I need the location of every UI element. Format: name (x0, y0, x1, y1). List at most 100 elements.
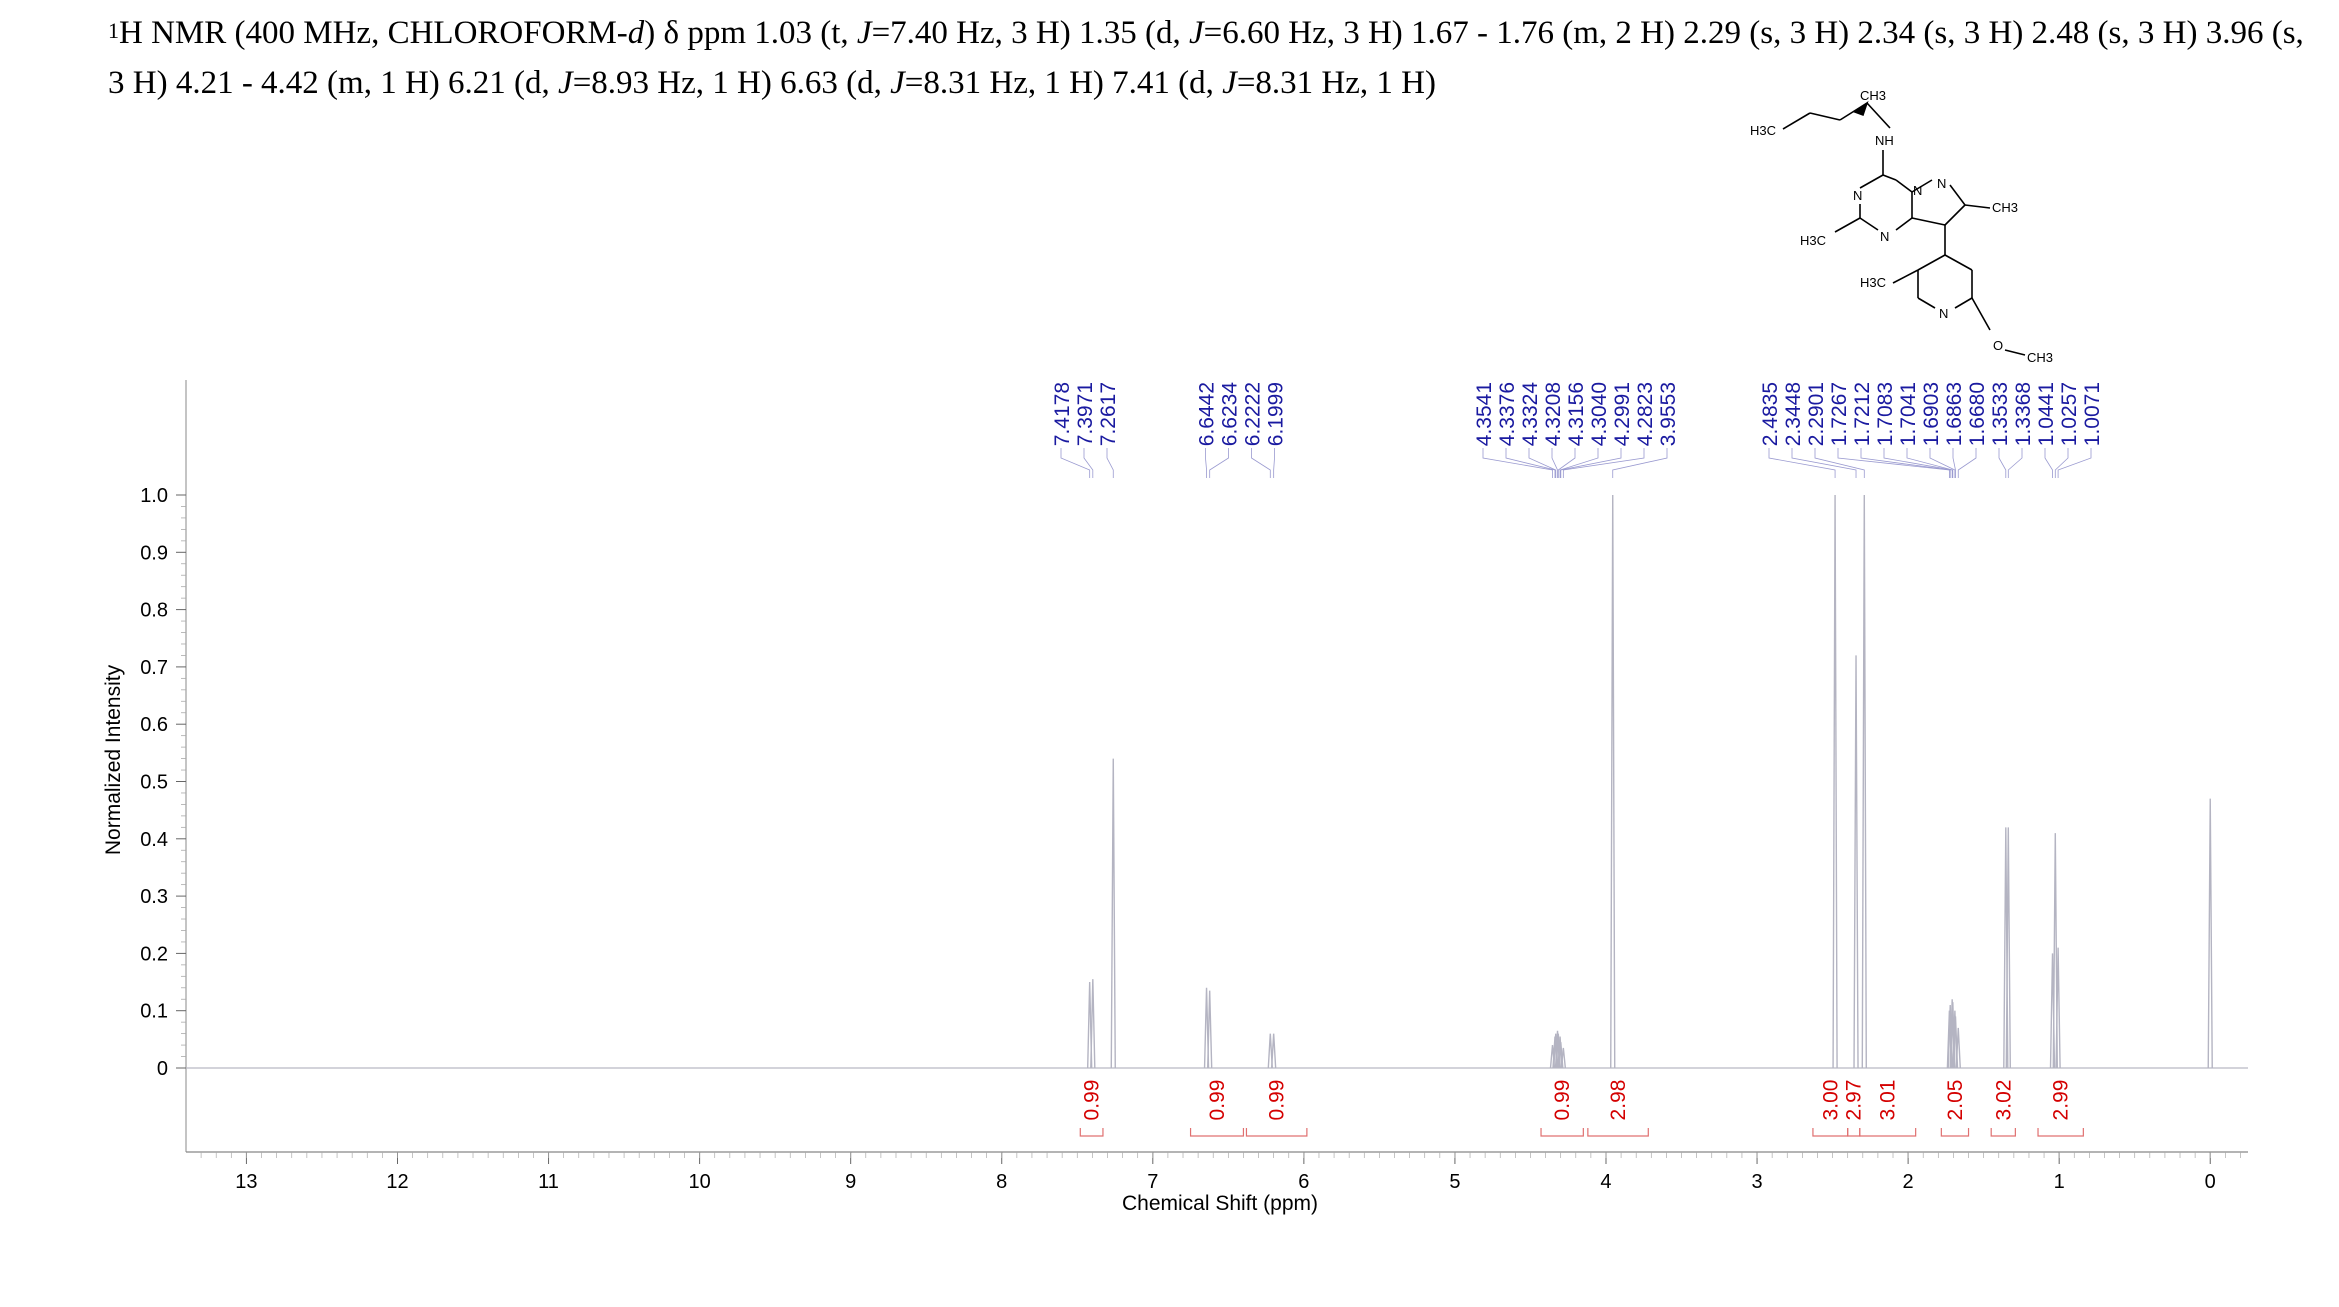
peak-label-leader (1505, 448, 1556, 478)
x-tick-label: 6 (1298, 1171, 1309, 1193)
spectrum-peak (2055, 947, 2061, 1069)
peak-label-leader (1883, 448, 1953, 478)
structure-label-h3c-pyridine: H3C (1860, 275, 1886, 290)
spectrum-peak (2052, 833, 2058, 1069)
header-text-segment: =7.40 Hz, 3 H) 1.35 (d, (871, 15, 1189, 51)
peak-label: 1.0257 (2058, 382, 2081, 446)
peak-label: 4.3156 (1565, 382, 1588, 446)
peak-label: 1.3533 (1989, 382, 2012, 446)
spectrum-plot (186, 494, 2248, 1069)
structure-label-h3c-chain: H3C (1750, 123, 1776, 138)
peak-label-leader (1251, 448, 1271, 478)
x-tick-label: 9 (845, 1171, 856, 1193)
x-tick-label: 4 (1600, 1171, 1611, 1193)
peak-label: 6.6234 (1219, 382, 1242, 447)
header-text-segment: J (558, 65, 573, 101)
integral-value: 2.99 (2050, 1080, 2073, 1121)
x-tick-label: 1 (2054, 1171, 2065, 1193)
structure-label-n2: N (1880, 229, 1889, 244)
peak-label: 4.3040 (1588, 382, 1611, 446)
peak-label-leader (2044, 448, 2053, 478)
spectrum-peak (1610, 494, 1616, 1069)
peak-label-leader (1814, 448, 1865, 478)
y-tick-label: 0 (157, 1058, 168, 1080)
y-tick-label: 0.2 (140, 943, 168, 965)
spectrum-peak (2207, 798, 2213, 1069)
x-tick-label: 2 (1903, 1171, 1914, 1193)
peak-label-leader (1612, 448, 1668, 478)
peak-label: 6.6442 (1196, 382, 1219, 446)
integral-bracket (1940, 1128, 1970, 1137)
header-superscript: 1 (108, 18, 119, 43)
peak-label: 1.0071 (2081, 382, 2104, 446)
peak-label-leader (2007, 448, 2023, 478)
header-text-segment: J (1222, 65, 1237, 101)
peak-label: 6.2222 (1242, 382, 1265, 446)
peak-label-leader (1528, 448, 1557, 478)
peak-label: 1.6680 (1966, 382, 1989, 446)
x-tick-label: 10 (688, 1171, 710, 1193)
peak-label-leader (1952, 448, 1956, 478)
header-text-segment: H NMR (400 MHz, CHLOROFORM- (119, 15, 628, 51)
peak-label-leader (1560, 448, 1622, 478)
header-text-segment: =8.31 Hz, 1 H) 7.41 (d, (904, 65, 1223, 101)
spectrum-header: 1H NMR (400 MHz, CHLOROFORM-d) δ ppm 1.0… (108, 6, 2308, 108)
peak-label: 1.7041 (1897, 382, 1920, 446)
molecule-structure: CH3 H3C NH N N N N CH3 H3C H3C N O CH3 (1750, 88, 2053, 365)
integral-bracket (1990, 1128, 2016, 1137)
structure-label-n-pyridine: N (1939, 306, 1948, 321)
spectrum-peak (2005, 827, 2011, 1069)
peak-label: 2.4835 (1759, 382, 1782, 446)
structure-label-ch3-top: CH3 (1860, 88, 1886, 103)
spectrum-peak (1955, 1027, 1961, 1069)
spectrum-peak (1110, 758, 1116, 1069)
structure-label-h3c-triazine: H3C (1800, 233, 1826, 248)
x-tick-label: 8 (996, 1171, 1007, 1193)
header-text-segment: J (890, 65, 905, 101)
integral-value: 3.02 (1992, 1080, 2015, 1121)
integral-value: 2.05 (1944, 1080, 1967, 1121)
peak-label: 1.6863 (1943, 382, 1966, 446)
peak-label-leader (1551, 448, 1558, 478)
y-axis-label: Normalized Intensity (102, 664, 125, 855)
y-tick-label: 1.0 (140, 485, 168, 507)
y-tick-label: 0.1 (140, 1001, 168, 1023)
header-text-segment: J (856, 15, 872, 51)
x-tick-label: 0 (2205, 1171, 2216, 1193)
peak-label-leader (2057, 448, 2092, 478)
peak-label: 4.3376 (1496, 382, 1519, 446)
integral-value: 0.99 (1206, 1080, 1229, 1121)
header-text-segment: d (627, 15, 645, 51)
y-tick-label: 0.6 (140, 714, 168, 736)
axes-group: 00.10.20.30.40.50.60.70.80.91.013 12 11 10 9… (140, 380, 2248, 1193)
peak-label: 6.1999 (1265, 382, 1288, 446)
peak-labels-group: 7.4178 7.3971 7.2617 6.6442 6.6234 6.2222 6.19… (1051, 382, 2104, 478)
y-tick-label: 0.9 (140, 542, 168, 564)
integral-bracket (1079, 1128, 1104, 1137)
spectrum-peak (1270, 1033, 1277, 1069)
y-tick-label: 0.8 (140, 600, 168, 622)
y-tick-label: 0.7 (140, 657, 168, 679)
x-tick-label: 5 (1449, 1171, 1460, 1193)
peak-label: 4.2823 (1634, 382, 1657, 446)
peak-label-leader (1273, 448, 1275, 478)
peak-label: 7.3971 (1074, 382, 1097, 446)
peak-label-leader (2054, 448, 2069, 478)
integral-value: 2.98 (1607, 1080, 1630, 1121)
peak-label-leader (1929, 448, 1956, 478)
header-text-segment: =8.93 Hz, 1 H) 6.63 (d, (572, 65, 891, 101)
peak-label: 7.4178 (1051, 382, 1074, 446)
structure-label-nh: NH (1875, 133, 1894, 148)
integral-value: 2.97 (1843, 1080, 1866, 1121)
peak-label-leader (1060, 448, 1091, 478)
y-tick-label: 0.4 (140, 829, 168, 851)
x-tick-label: 13 (235, 1171, 257, 1193)
integral-bracket (1245, 1128, 1308, 1137)
integral-value: 0.99 (1266, 1080, 1289, 1121)
peak-label: 1.7083 (1874, 382, 1897, 446)
structure-label-ch3-right: CH3 (1992, 200, 2018, 215)
integral-bracket (1859, 1128, 1917, 1137)
peak-label: 4.3541 (1473, 382, 1496, 446)
peak-label: 1.7212 (1851, 382, 1874, 446)
x-axis-label: Chemical Shift (ppm) (1122, 1192, 1318, 1215)
